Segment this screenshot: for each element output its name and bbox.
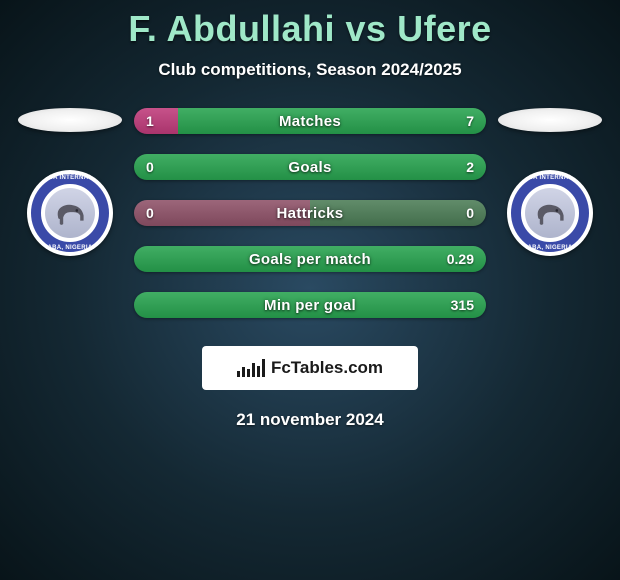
right-player-column: ENYIMBA INTERNATIONAL ABA, NIGERIA [490, 108, 610, 256]
crest-text-top: ENYIMBA INTERNATIONAL [507, 175, 593, 181]
comparison-subtitle: Club competitions, Season 2024/2025 [0, 60, 620, 80]
elephant-icon [533, 200, 567, 226]
crest-text-bottom: ABA, NIGERIA [507, 245, 593, 251]
brand-bars-icon [237, 359, 265, 377]
comparison-content: ENYIMBA INTERNATIONAL ABA, NIGERIA 17Mat… [0, 108, 620, 318]
brand-text: FcTables.com [271, 358, 383, 378]
left-club-crest: ENYIMBA INTERNATIONAL ABA, NIGERIA [27, 170, 113, 256]
left-player-avatar-placeholder [18, 108, 122, 132]
crest-text-top: ENYIMBA INTERNATIONAL [27, 175, 113, 181]
right-player-avatar-placeholder [498, 108, 602, 132]
comparison-bars: 17Matches 02Goals 00Hattricks 0.29Goals per… [134, 108, 486, 318]
stat-label: Min per goal [134, 292, 486, 318]
stat-row: 315Min per goal [134, 292, 486, 318]
right-club-crest: ENYIMBA INTERNATIONAL ABA, NIGERIA [507, 170, 593, 256]
stat-row: 02Goals [134, 154, 486, 180]
crest-text-bottom: ABA, NIGERIA [27, 245, 113, 251]
stat-label: Matches [134, 108, 486, 134]
stat-row: 17Matches [134, 108, 486, 134]
stat-label: Goals per match [134, 246, 486, 272]
brand-badge: FcTables.com [202, 346, 418, 390]
stat-label: Goals [134, 154, 486, 180]
stat-row: 00Hattricks [134, 200, 486, 226]
crest-inner [45, 188, 95, 238]
snapshot-date: 21 november 2024 [0, 410, 620, 430]
crest-inner [525, 188, 575, 238]
stat-row: 0.29Goals per match [134, 246, 486, 272]
comparison-title: F. Abdullahi vs Ufere [0, 0, 620, 50]
left-player-column: ENYIMBA INTERNATIONAL ABA, NIGERIA [10, 108, 130, 256]
stat-label: Hattricks [134, 200, 486, 226]
elephant-icon [53, 200, 87, 226]
